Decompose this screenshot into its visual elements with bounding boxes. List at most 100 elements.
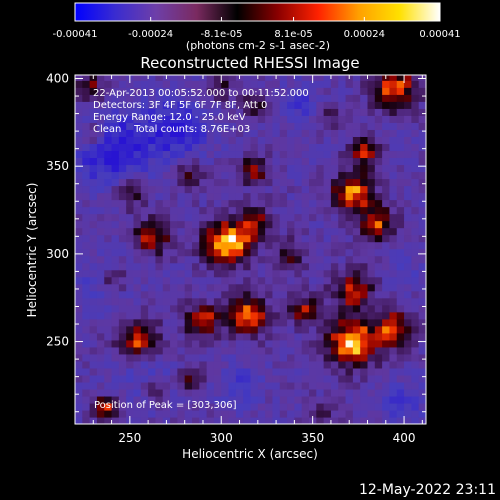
heatmap-cell bbox=[177, 150, 186, 159]
heatmap-cell bbox=[118, 185, 127, 194]
heatmap-cell bbox=[140, 416, 149, 424]
heatmap-cell bbox=[257, 248, 266, 257]
heatmap-cell bbox=[118, 388, 127, 397]
heatmap-cell bbox=[301, 150, 310, 159]
heatmap-cell bbox=[140, 101, 149, 109]
heatmap-cell bbox=[330, 213, 339, 222]
heatmap-cell bbox=[330, 409, 339, 418]
heatmap-cell bbox=[330, 374, 339, 383]
heatmap-cell bbox=[367, 129, 376, 137]
heatmap-cell bbox=[206, 192, 215, 201]
heatmap-cell bbox=[148, 192, 157, 201]
heatmap-cell bbox=[301, 262, 310, 271]
heatmap-cell bbox=[323, 395, 332, 404]
heatmap-cell bbox=[418, 388, 426, 397]
heatmap-cell bbox=[213, 325, 222, 334]
heatmap-cell bbox=[133, 381, 142, 390]
heatmap-cell bbox=[279, 178, 288, 187]
heatmap-cell bbox=[126, 241, 135, 250]
heatmap-cell bbox=[345, 227, 354, 236]
heatmap-cell bbox=[177, 94, 186, 102]
heatmap-cell bbox=[148, 75, 157, 81]
heatmap-cell bbox=[389, 402, 398, 411]
heatmap-cell bbox=[206, 80, 215, 88]
heatmap-cell bbox=[374, 395, 383, 404]
heatmap-cell bbox=[272, 269, 281, 278]
heatmap-cell bbox=[404, 157, 412, 166]
heatmap-cell bbox=[96, 143, 105, 152]
heatmap-cell bbox=[155, 115, 164, 123]
heatmap-cell bbox=[162, 178, 171, 187]
heatmap-cell bbox=[279, 269, 288, 278]
heatmap-cell bbox=[389, 374, 398, 383]
heatmap-cell bbox=[82, 192, 91, 201]
heatmap-cell bbox=[279, 283, 288, 292]
heatmap-cell bbox=[279, 353, 288, 362]
heatmap-cell bbox=[162, 381, 171, 390]
heatmap-cell bbox=[118, 122, 127, 130]
heatmap-cell bbox=[418, 346, 426, 355]
heatmap-cell bbox=[213, 318, 222, 327]
heatmap-cell bbox=[272, 346, 281, 355]
heatmap-cell bbox=[330, 416, 339, 424]
heatmap-cell bbox=[287, 122, 295, 130]
heatmap-cell bbox=[75, 290, 83, 299]
heatmap-cell bbox=[228, 164, 237, 173]
heatmap-cell bbox=[228, 367, 237, 376]
heatmap-cell bbox=[323, 143, 332, 152]
heatmap-cell bbox=[96, 171, 105, 180]
heatmap-cell bbox=[206, 255, 215, 264]
heatmap-cell bbox=[382, 339, 391, 348]
heatmap-cell bbox=[148, 402, 157, 411]
heatmap-cell bbox=[96, 220, 105, 229]
heatmap-cell bbox=[192, 171, 200, 180]
heatmap-cell bbox=[257, 178, 266, 187]
heatmap-cell bbox=[184, 311, 193, 320]
heatmap-cell bbox=[199, 108, 208, 116]
heatmap-cell bbox=[155, 143, 164, 152]
heatmap-cell bbox=[192, 262, 200, 271]
heatmap-cell bbox=[330, 164, 339, 173]
heatmap-cell bbox=[162, 353, 171, 362]
heatmap-cell bbox=[279, 171, 288, 180]
heatmap-cell bbox=[111, 108, 120, 116]
heatmap-cell bbox=[206, 248, 215, 257]
heatmap-cell bbox=[148, 122, 157, 130]
heatmap-cell bbox=[360, 248, 369, 257]
heatmap-cell bbox=[301, 283, 310, 292]
heatmap-cell bbox=[338, 269, 347, 278]
heatmap-cell bbox=[243, 360, 252, 369]
heatmap-cell bbox=[206, 227, 215, 236]
heatmap-cell bbox=[301, 157, 310, 166]
heatmap-cell bbox=[104, 367, 113, 376]
heatmap-cell bbox=[235, 143, 244, 152]
heatmap-cell bbox=[155, 206, 164, 215]
heatmap-cell bbox=[192, 178, 200, 187]
heatmap-cell bbox=[352, 395, 361, 404]
heatmap-cell bbox=[316, 339, 325, 348]
heatmap-cell bbox=[126, 213, 135, 222]
heatmap-cell bbox=[243, 101, 252, 109]
heatmap-cell bbox=[411, 87, 420, 95]
heatmap-cell bbox=[213, 129, 222, 137]
heatmap-cell bbox=[155, 304, 164, 313]
heatmap-cell bbox=[199, 227, 208, 236]
heatmap-cell bbox=[184, 248, 193, 257]
heatmap-cell bbox=[323, 136, 332, 144]
heatmap-cell bbox=[265, 213, 274, 222]
heatmap-cell bbox=[228, 192, 237, 201]
heatmap-cell bbox=[309, 339, 317, 348]
y-axis-label: Heliocentric Y (arcsec) bbox=[25, 183, 39, 318]
heatmap-cell bbox=[155, 311, 164, 320]
heatmap-cell bbox=[162, 360, 171, 369]
heatmap-cell bbox=[316, 136, 325, 144]
heatmap-cell bbox=[287, 192, 295, 201]
heatmap-cell bbox=[192, 192, 200, 201]
heatmap-cell bbox=[367, 248, 376, 257]
heatmap-cell bbox=[309, 213, 317, 222]
heatmap-cell bbox=[170, 269, 178, 278]
heatmap-cell bbox=[367, 178, 376, 187]
heatmap-cell bbox=[287, 80, 295, 88]
heatmap-cell bbox=[221, 318, 230, 327]
heatmap-cell bbox=[287, 402, 295, 411]
